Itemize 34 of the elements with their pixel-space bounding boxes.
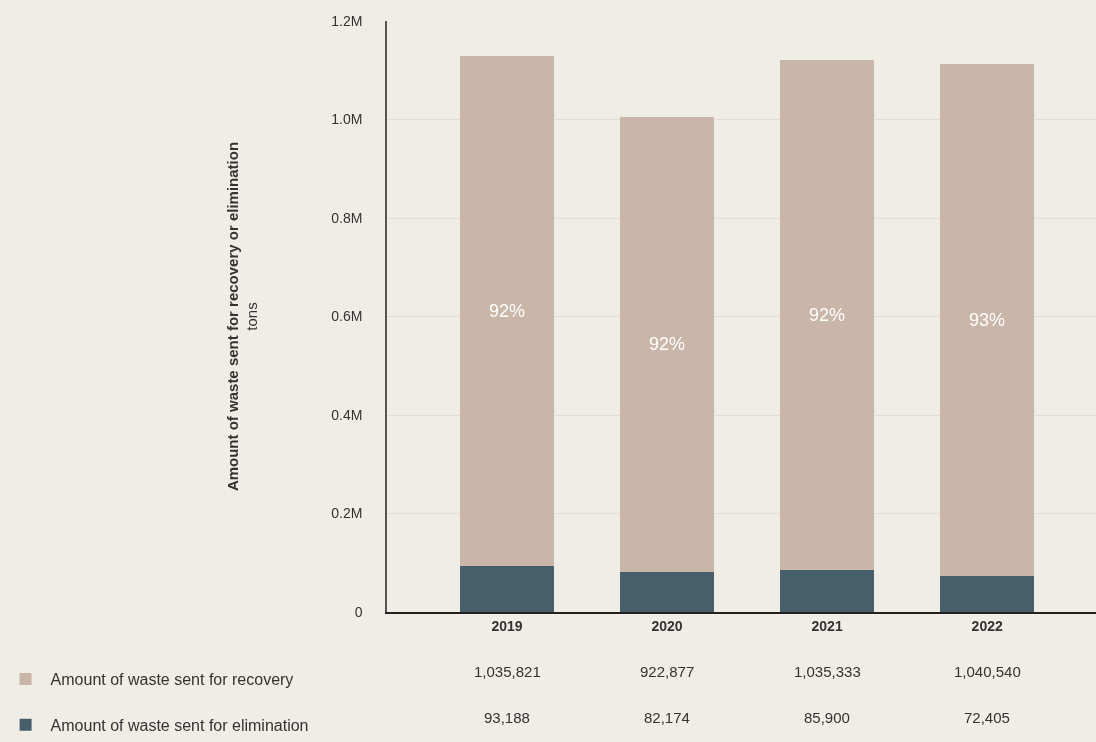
y-tick-label: 1.0M: [331, 111, 363, 128]
text: 1,040,540: [954, 663, 1021, 680]
y-tick-label: 1.2M: [331, 12, 363, 29]
text: 1,035,333: [794, 663, 861, 680]
text: 922,877: [640, 663, 695, 680]
bar: [459, 566, 555, 612]
legend-label: Amount of waste sent for elimination: [50, 716, 309, 734]
y-tick-label: 0.4M: [331, 406, 363, 423]
text: 82,174: [644, 709, 690, 726]
annotation: 92%: [809, 305, 846, 325]
annotation: 93%: [969, 310, 1006, 330]
bar: [779, 59, 875, 570]
text: 85,900: [804, 709, 850, 726]
bar: [939, 63, 1035, 577]
y-tick-label: 0.6M: [331, 308, 363, 325]
text: 72,405: [964, 709, 1010, 726]
y-tick-label: 0.8M: [331, 209, 363, 226]
legend-label: Amount of waste sent for recovery: [50, 671, 294, 689]
annotation: 92%: [649, 334, 686, 354]
bar: [459, 55, 555, 567]
bar: [939, 576, 1035, 612]
x-tick-label: 2022: [971, 617, 1003, 634]
annotation: 92%: [489, 301, 526, 321]
text: 1,035,821: [474, 663, 541, 680]
bar: [779, 569, 875, 612]
x-tick-label: 2020: [651, 617, 683, 634]
bar: [619, 117, 715, 572]
y-axis-title: Amount of waste sent for recovery or elimination tons: [223, 141, 261, 492]
bar: [619, 571, 715, 612]
x-tick-label: 2021: [811, 617, 843, 634]
text: 93,188: [484, 709, 530, 726]
y-tick-label: 0.2M: [331, 505, 363, 522]
y-tick-label: 0: [354, 603, 363, 620]
x-tick-label: 2019: [491, 617, 523, 634]
